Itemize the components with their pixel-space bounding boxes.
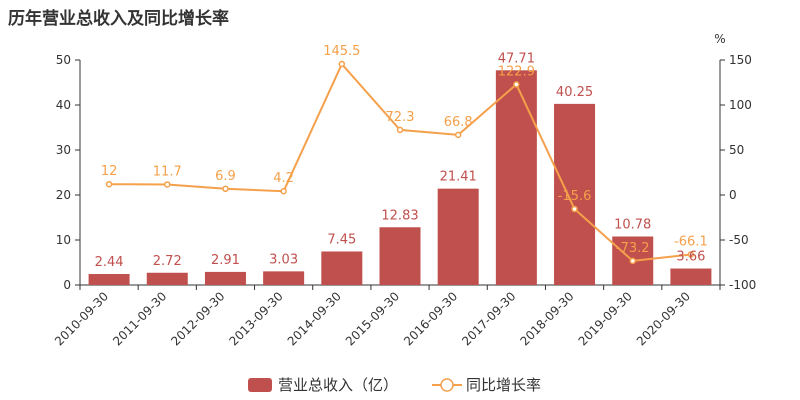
growth-line	[105, 60, 695, 265]
revenue-bar	[554, 103, 596, 285]
revenue-data-label: 40.25	[556, 85, 593, 100]
growth-point	[338, 60, 346, 68]
growth-point	[164, 181, 171, 188]
revenue-data-label: 47.71	[498, 51, 535, 66]
revenue-bar	[204, 271, 246, 285]
revenue-data-label: 3.03	[269, 252, 298, 267]
data-labels: 2.44 2.72 2.91 3.03 7.45 12.83 21.41 47.71 40.25…	[95, 44, 708, 270]
y-right-tick-label: 150	[729, 53, 752, 67]
x-tick-label: 2010-09-30	[52, 289, 111, 348]
y-left-tick-label: 20	[56, 188, 71, 202]
y-right-tick-label: 100	[729, 98, 752, 112]
x-tick-label: 2019-09-30	[576, 289, 635, 348]
legend-revenue-label: 营业总收入（亿）	[278, 376, 398, 394]
revenue-bar	[670, 268, 712, 285]
y-left-tick-label: 10	[56, 233, 71, 247]
growth-point	[513, 81, 520, 88]
axes: 01020304050-100-50050100150%2010-09-3020…	[52, 32, 756, 348]
y-left-tick-label: 30	[56, 143, 71, 157]
growth-data-label: 122.9	[498, 64, 535, 79]
legend: 营业总收入（亿） 同比增长率	[248, 376, 541, 394]
revenue-data-label: 2.44	[95, 255, 124, 270]
growth-point	[396, 126, 404, 134]
legend-growth-label: 同比增长率	[466, 376, 541, 394]
revenue-bar	[321, 251, 363, 285]
x-tick-label: 2015-09-30	[343, 289, 402, 348]
growth-point	[687, 251, 695, 258]
chart-title: 历年营业总收入及同比增长率	[8, 9, 229, 29]
x-tick-label: 2016-09-30	[401, 289, 460, 348]
y-left-tick-label: 0	[63, 278, 71, 292]
growth-data-label: -66.1	[674, 234, 708, 249]
y-right-tick-label: -50	[729, 233, 749, 247]
growth-data-label: 11.7	[153, 164, 182, 179]
revenue-data-label: 2.72	[153, 254, 182, 269]
revenue-bar	[495, 70, 537, 286]
x-tick-label: 2013-09-30	[227, 289, 286, 348]
revenue-bar	[146, 272, 188, 285]
legend-revenue-swatch	[248, 378, 272, 392]
x-tick-label: 2018-09-30	[517, 289, 576, 348]
growth-point	[280, 187, 287, 195]
y-right-unit: %	[714, 32, 725, 46]
revenue-data-label: 3.66	[676, 250, 705, 265]
growth-point	[454, 131, 462, 139]
y-left-tick-label: 40	[56, 98, 71, 112]
growth-point	[571, 205, 578, 213]
x-tick-label: 2020-09-30	[634, 289, 693, 348]
revenue-data-label: 2.91	[211, 253, 240, 268]
revenue-data-label: 10.78	[614, 217, 651, 232]
growth-data-label: 12	[101, 164, 118, 179]
y-right-tick-label: 0	[729, 188, 737, 202]
legend-growth-marker	[440, 378, 454, 392]
x-tick-label: 2014-09-30	[285, 289, 344, 348]
growth-data-label: 66.8	[444, 115, 473, 130]
growth-point	[105, 180, 113, 188]
y-right-tick-label: 50	[729, 143, 744, 157]
growth-data-label: 6.9	[215, 169, 236, 184]
revenue-data-label: 21.41	[440, 170, 477, 185]
y-left-tick-label: 50	[56, 53, 71, 67]
revenue-bar	[379, 227, 421, 285]
y-right-tick-label: -100	[729, 278, 756, 292]
growth-data-label: 145.5	[323, 44, 360, 59]
revenue-data-label: 12.83	[381, 208, 418, 223]
x-tick-label: 2012-09-30	[168, 289, 227, 348]
growth-data-label: -73.2	[616, 241, 650, 256]
growth-point	[629, 257, 636, 265]
growth-data-label: 4.2	[273, 171, 294, 186]
growth-point	[222, 185, 229, 193]
x-tick-label: 2017-09-30	[459, 289, 518, 348]
growth-data-label: 72.3	[386, 110, 415, 125]
revenue-bar	[437, 188, 479, 285]
revenue-data-label: 7.45	[327, 232, 356, 247]
growth-data-label: -15.6	[558, 189, 592, 204]
revenue-bar	[88, 274, 130, 285]
x-tick-label: 2011-09-30	[110, 289, 169, 348]
revenue-bar	[263, 271, 305, 285]
